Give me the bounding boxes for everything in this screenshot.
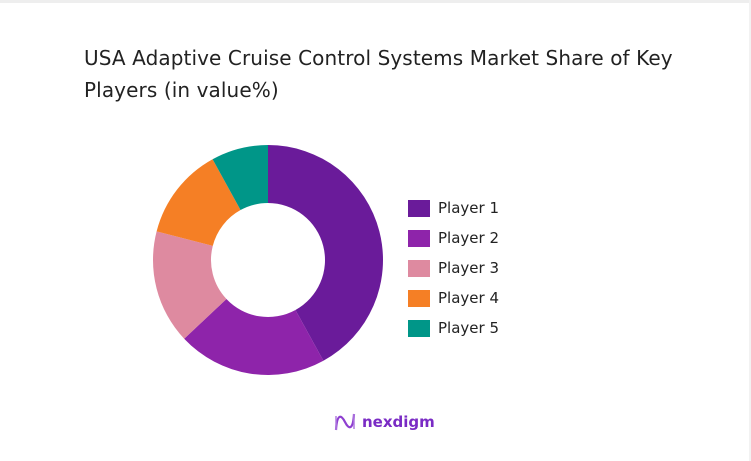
top-border: [0, 0, 751, 3]
donut-slice-4: [156, 159, 241, 246]
legend-item-1: Player 1: [408, 193, 499, 223]
legend-label: Player 4: [438, 289, 499, 307]
legend-label: Player 3: [438, 259, 499, 277]
legend-label: Player 2: [438, 229, 499, 247]
legend-swatch: [408, 229, 430, 247]
legend-swatch: [408, 199, 430, 217]
legend-item-4: Player 4: [408, 283, 499, 313]
legend: Player 1 Player 2 Player 3 Player 4 Player 5: [408, 193, 499, 343]
donut-slice-2: [184, 299, 324, 375]
chart-title: USA Adaptive Cruise Control Systems Mark…: [84, 46, 673, 102]
nexdigm-logo: nexdigm: [334, 412, 435, 432]
legend-label: Player 5: [438, 319, 499, 337]
donut-slice-3: [152, 231, 227, 339]
donut-slice-1: [268, 145, 383, 361]
legend-item-3: Player 3: [408, 253, 499, 283]
legend-item-2: Player 2: [408, 223, 499, 253]
legend-item-5: Player 5: [408, 313, 499, 343]
donut-slice-5: [212, 145, 268, 211]
legend-label: Player 1: [438, 199, 499, 217]
legend-swatch: [408, 319, 430, 337]
legend-swatch: [408, 289, 430, 307]
logo-text: nexdigm: [362, 413, 435, 431]
nexdigm-logo-icon: [334, 413, 356, 431]
right-border: [749, 0, 751, 461]
legend-swatch: [408, 259, 430, 277]
